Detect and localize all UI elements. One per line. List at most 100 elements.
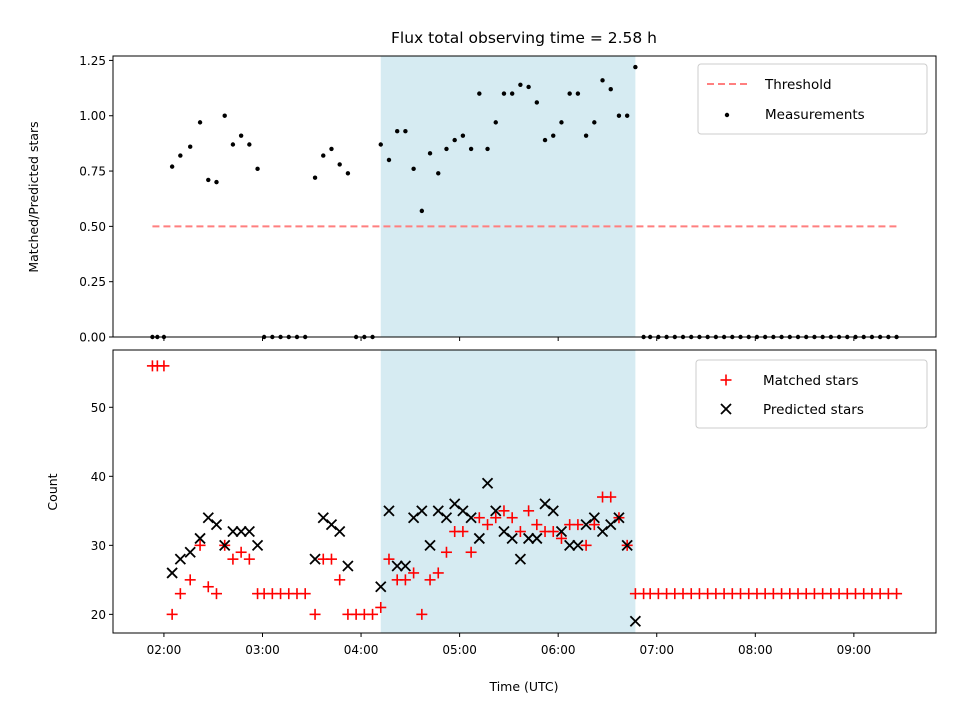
matched-point bbox=[580, 539, 592, 551]
predicted-point bbox=[407, 512, 420, 524]
top-ytick-label: 0.50 bbox=[79, 220, 106, 234]
measurement-point bbox=[197, 120, 203, 125]
predicted-point bbox=[473, 532, 485, 545]
predicted-point bbox=[531, 532, 543, 545]
measurement-point bbox=[468, 146, 474, 152]
matched-point bbox=[210, 588, 222, 600]
top-observing-window bbox=[380, 56, 636, 337]
measurement-point bbox=[255, 166, 260, 172]
top-panel: 0.00 0.25 0.50 0.75 1.00 1.25 Matched/Predict… bbox=[26, 54, 937, 345]
predicted-point bbox=[564, 539, 576, 551]
bottom-legend: Matched stars Predicted stars bbox=[695, 359, 928, 429]
top-ytick-label: 0.00 bbox=[79, 331, 106, 345]
measurement-point bbox=[493, 120, 498, 125]
legend-predicted-swatch bbox=[720, 403, 732, 415]
matched-point bbox=[424, 574, 436, 586]
matched-point bbox=[498, 505, 510, 517]
matched-point bbox=[235, 546, 247, 558]
x-tick-label: 09:00 bbox=[837, 643, 872, 657]
measurement-point bbox=[485, 146, 490, 152]
matched-point bbox=[367, 608, 379, 620]
predicted-point bbox=[309, 553, 321, 565]
matched-point bbox=[309, 608, 321, 620]
bottom-ytick-label: 30 bbox=[91, 539, 106, 553]
predicted-point bbox=[605, 518, 617, 531]
matched-point bbox=[440, 546, 452, 558]
bottom-ytick-label: 20 bbox=[91, 608, 106, 622]
measurement-point bbox=[624, 113, 630, 118]
measurement-point bbox=[419, 208, 425, 214]
legend-matched-label: Matched stars bbox=[763, 373, 859, 389]
matched-point bbox=[490, 512, 502, 524]
measurement-point bbox=[592, 120, 597, 125]
predicted-point bbox=[490, 505, 502, 517]
measurement-point bbox=[436, 171, 441, 176]
predicted-point bbox=[465, 512, 477, 524]
matched-point bbox=[547, 526, 559, 538]
matched-point bbox=[457, 526, 469, 538]
top-legend: Threshold Measurements bbox=[697, 63, 928, 135]
measurement-point bbox=[337, 162, 342, 167]
predicted-point bbox=[580, 518, 592, 531]
predicted-point bbox=[383, 505, 395, 517]
matched-point bbox=[523, 505, 535, 517]
matched-point bbox=[416, 608, 428, 620]
legend-measurements-swatch bbox=[724, 112, 730, 118]
measurement-point bbox=[526, 84, 531, 90]
top-panel-frame bbox=[112, 55, 937, 338]
matched-point bbox=[555, 532, 567, 544]
measurement-point bbox=[188, 144, 193, 149]
measurement-point bbox=[345, 171, 351, 176]
predicted-point bbox=[391, 560, 403, 572]
chart-title: Flux total observing time = 2.58 h bbox=[391, 29, 657, 47]
x-tick-label: 06:00 bbox=[541, 643, 576, 657]
measurement-point bbox=[247, 142, 252, 147]
predicted-point bbox=[596, 525, 609, 538]
predicted-point bbox=[317, 512, 329, 524]
matched-point bbox=[572, 519, 584, 531]
measurement-point bbox=[477, 91, 482, 96]
measurement-point bbox=[600, 78, 605, 83]
measurement-point bbox=[206, 177, 211, 183]
predicted-point bbox=[506, 532, 518, 545]
matched-point bbox=[334, 574, 346, 586]
matched-point bbox=[891, 588, 903, 600]
measurement-point bbox=[608, 86, 613, 92]
measurement-point bbox=[616, 113, 622, 118]
bottom-panel-ylabel: Count bbox=[45, 473, 60, 510]
measurement-point bbox=[509, 91, 515, 96]
top-legend-box bbox=[697, 63, 928, 135]
predicted-point bbox=[243, 525, 255, 538]
matched-point bbox=[605, 491, 617, 503]
predicted-point bbox=[166, 567, 178, 579]
predicted-point bbox=[174, 553, 186, 565]
matched-point bbox=[184, 574, 196, 586]
predicted-point bbox=[547, 505, 559, 517]
matched-point bbox=[465, 546, 477, 558]
measurement-point bbox=[559, 120, 564, 125]
predicted-point bbox=[334, 525, 346, 538]
x-tick-label: 02:00 bbox=[147, 643, 182, 657]
matched-point bbox=[325, 553, 337, 565]
measurement-point bbox=[444, 146, 449, 152]
legend-matched-marker bbox=[720, 374, 732, 386]
matched-point bbox=[473, 512, 485, 524]
predicted-point bbox=[514, 553, 527, 565]
bottom-panel: 20 30 40 50 02:00 03:00 04:00 05:00 06:00 07:00 0… bbox=[45, 349, 937, 694]
matched-point bbox=[432, 567, 444, 579]
matched-point bbox=[408, 567, 420, 579]
predicted-point bbox=[184, 546, 196, 558]
measurement-point bbox=[411, 166, 416, 172]
measurement-point bbox=[452, 137, 457, 143]
matched-point bbox=[375, 601, 387, 613]
legend-matched-swatch bbox=[720, 374, 732, 386]
predicted-point bbox=[342, 560, 354, 572]
predicted-point bbox=[219, 539, 231, 551]
x-tick-label: 08:00 bbox=[738, 643, 773, 657]
predicted-point bbox=[235, 525, 247, 538]
predicted-point bbox=[498, 525, 510, 538]
measurement-point bbox=[394, 129, 400, 134]
x-tick-label: 03:00 bbox=[245, 643, 280, 657]
predicted-point bbox=[522, 532, 535, 545]
